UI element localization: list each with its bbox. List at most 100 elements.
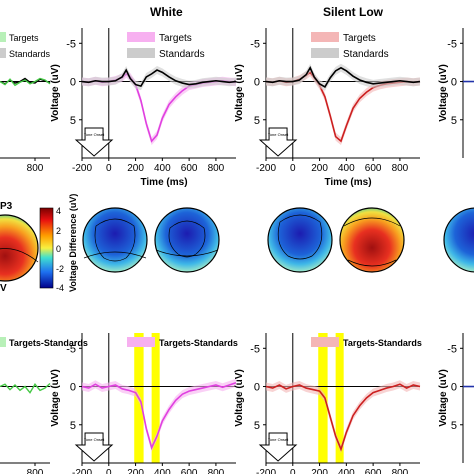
x-tick-label: 800 <box>392 163 409 174</box>
legend-label: Standards <box>159 49 205 60</box>
series-line <box>81 381 237 450</box>
panel-white-erp: -5 0 5 -200 0 200 400 600 800 Time (ms) Voltage (u… <box>50 28 237 188</box>
x-tick-label: 400 <box>154 163 171 174</box>
series-line <box>81 68 237 88</box>
x-axis-label: Time (ms) <box>324 177 371 188</box>
legend-label: Targets <box>159 33 192 44</box>
panel-silent-low-erp: -5 0 5 -200 0 200 400 600 800 Time (ms) Voltage (u… <box>234 28 421 188</box>
x-tick-label: -200 <box>256 163 276 174</box>
legend-swatch <box>0 48 6 58</box>
x-tick-label: -200 <box>72 468 92 474</box>
legend-label: Standards <box>9 49 51 59</box>
y-axis-label: Voltage (uV) <box>50 369 61 427</box>
colorbar-tick: 0 <box>56 244 61 254</box>
colorbar-label: Voltage Difference (uV) <box>68 194 78 292</box>
legend-swatch <box>0 32 6 42</box>
tone-onset-label: Tone Onset <box>84 437 105 442</box>
y-tick-label: -5 <box>66 343 76 355</box>
tone-onset-arrow <box>258 432 298 462</box>
y-axis-label: Voltage (uV) <box>234 369 245 427</box>
legend-swatch <box>127 48 155 58</box>
x-tick-label: 800 <box>208 468 225 474</box>
legend-label: Targets-Standards <box>9 338 88 348</box>
legend-swatch <box>311 32 339 42</box>
y-tick-label: 5 <box>70 115 76 127</box>
tone-onset-arrow <box>258 127 298 157</box>
x-tick-label: 400 <box>338 163 355 174</box>
x-tick-label: 600 <box>365 163 382 174</box>
topomap-left-partial <box>0 214 39 282</box>
x-tick-label: 0 <box>106 468 112 474</box>
tone-onset-label: Tone Onset <box>268 132 289 137</box>
panel-left-partial-diff: 800 Targets-Standards <box>0 337 88 474</box>
legend-swatch <box>127 337 155 347</box>
x-tick-label: 200 <box>311 468 328 474</box>
y-tick-label: 0 <box>451 382 457 394</box>
x-tick-label: 200 <box>127 163 144 174</box>
topomap-right-partial <box>443 207 474 273</box>
y-axis-label: Voltage (uV) <box>50 64 61 122</box>
y-tick-label: 0 <box>254 77 260 89</box>
y-tick-label: 0 <box>254 382 260 394</box>
y-tick-label: -5 <box>250 38 260 50</box>
y-tick-label: 0 <box>70 77 76 89</box>
legend-swatch <box>311 337 339 347</box>
x-tick-label: 800 <box>208 163 225 174</box>
x-tick-label: -200 <box>256 468 276 474</box>
topomaps: P3 V 4 2 0 -2 -4 Voltage Difference (uV) <box>0 194 474 294</box>
x-tick-label: 400 <box>154 468 171 474</box>
x-tick-label: 800 <box>392 468 409 474</box>
y-tick-label: 5 <box>254 115 260 127</box>
legend-label: Standards <box>343 49 389 60</box>
title-silent-low: Silent Low <box>323 5 383 19</box>
legend-label: Targets-Standards <box>159 338 238 348</box>
x-tick-label: 600 <box>365 468 382 474</box>
x-axis-label: Time (ms) <box>140 177 187 188</box>
x-tick-label: 0 <box>290 468 296 474</box>
y-tick-label: 5 <box>70 420 76 432</box>
x-tick-label: 400 <box>338 468 355 474</box>
title-white: White <box>150 5 183 19</box>
topomap-low-early <box>267 207 333 273</box>
y-tick-label: -5 <box>447 343 457 355</box>
topomap-low-late <box>339 207 405 273</box>
panel-left-partial-erp: 800 Targets Standards <box>0 32 51 174</box>
y-tick-label: 0 <box>451 77 457 89</box>
tone-onset-arrow <box>74 432 114 462</box>
colorbar: 4 2 0 -2 -4 Voltage Difference (uV) <box>39 194 78 293</box>
y-axis-label: Voltage (uV) <box>438 64 449 122</box>
label-v: V <box>0 283 7 294</box>
x-tick-label: 600 <box>181 163 198 174</box>
topomap-white-early <box>82 207 148 273</box>
legend-swatch <box>311 48 339 58</box>
tone-onset-arrow <box>74 127 114 157</box>
y-tick-label: 5 <box>451 420 457 432</box>
series-line <box>0 382 51 394</box>
series-ci-band <box>266 63 420 91</box>
legend-swatch <box>0 337 6 347</box>
colorbar-tick: 2 <box>56 226 61 236</box>
y-tick-label: -5 <box>250 343 260 355</box>
x-tick-label: 600 <box>181 468 198 474</box>
x-tick-label: 0 <box>290 163 296 174</box>
legend-swatch <box>127 32 155 42</box>
y-tick-label: 0 <box>70 382 76 394</box>
x-tick-label: 800 <box>27 468 44 474</box>
y-tick-label: -5 <box>66 38 76 50</box>
legend-label: Targets-Standards <box>343 338 422 348</box>
label-p3: P3 <box>0 201 13 212</box>
y-axis-label: Voltage (uV) <box>438 369 449 427</box>
y-tick-label: -5 <box>447 38 457 50</box>
topomap-white-late <box>154 207 220 273</box>
legend-label: Targets <box>343 33 376 44</box>
tone-onset-label: Tone Onset <box>268 437 289 442</box>
series-line <box>265 66 421 88</box>
x-tick-label: 200 <box>311 163 328 174</box>
series-ci-band <box>82 66 236 91</box>
tone-onset-label: Tone Onset <box>84 132 105 137</box>
